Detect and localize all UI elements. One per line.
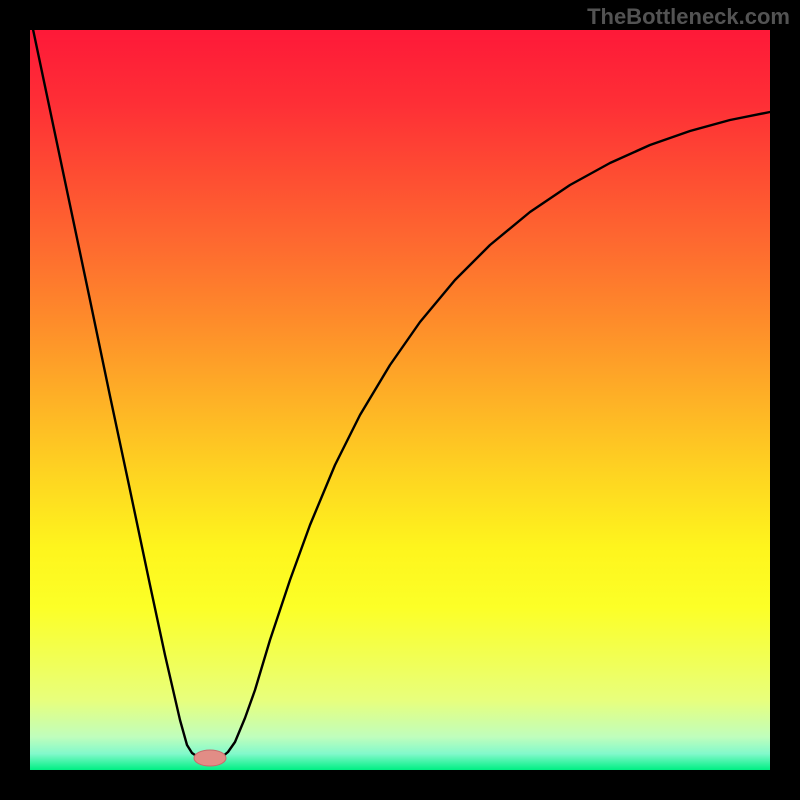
chart-container: TheBottleneck.com [0, 0, 800, 800]
bottleneck-chart [0, 0, 800, 800]
attribution-label: TheBottleneck.com [587, 4, 790, 30]
